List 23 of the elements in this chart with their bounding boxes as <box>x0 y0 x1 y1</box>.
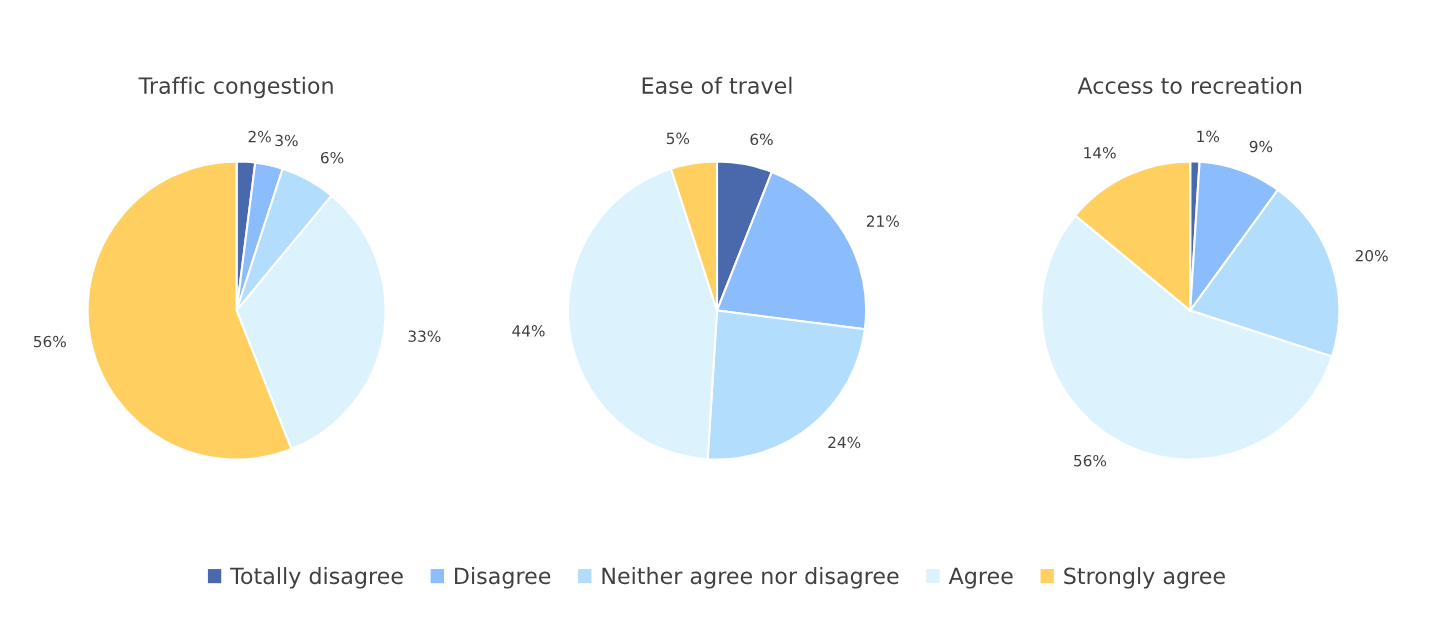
data-label: 24% <box>828 436 861 449</box>
chart-title: Traffic congestion <box>138 76 333 99</box>
data-label: 5% <box>666 132 690 145</box>
data-label: 1% <box>1197 130 1220 143</box>
legend-label: Agree <box>948 567 1013 589</box>
chart-title: Access to recreation <box>1077 76 1302 94</box>
data-label: 33% <box>408 330 441 342</box>
data-label: 56% <box>1074 454 1107 467</box>
data-label: 20% <box>1355 249 1388 262</box>
data-label: 21% <box>866 215 899 227</box>
legend-label: Totally disagree <box>230 567 403 589</box>
data-label: 2% <box>248 130 271 143</box>
data-label: 14% <box>1084 146 1116 159</box>
data-label: 6% <box>750 133 773 146</box>
legend-label: Strongly agree <box>1064 567 1225 589</box>
data-label: 9% <box>1249 140 1273 153</box>
data-label: 6% <box>320 151 344 164</box>
data-label: 3% <box>275 134 298 147</box>
data-label: 44% <box>512 325 545 337</box>
chart-title: Ease of travel <box>642 76 792 94</box>
legend-label: Neither agree nor disagree <box>602 567 899 589</box>
data-label: 56% <box>34 335 66 348</box>
legend-label: Disagree <box>455 567 551 589</box>
